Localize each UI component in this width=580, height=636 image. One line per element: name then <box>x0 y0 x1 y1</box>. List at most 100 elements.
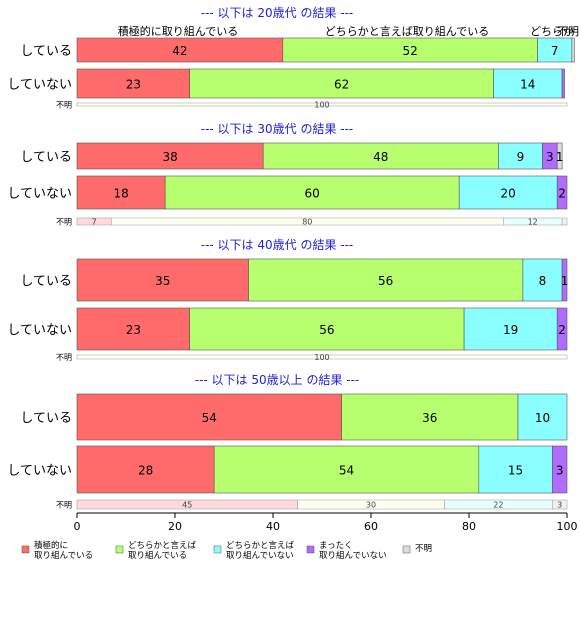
bar-segment <box>561 68 565 99</box>
data-label: 56 <box>378 274 393 288</box>
legend-swatch <box>306 545 315 554</box>
bar-segment <box>517 393 568 441</box>
bar-segment <box>189 307 465 351</box>
data-label: 9 <box>517 150 525 164</box>
x-tick-label: 80 <box>462 520 476 533</box>
data-label: 7 <box>551 44 559 58</box>
row-label: している <box>20 44 72 59</box>
data-label: 56 <box>319 323 334 337</box>
top-category-label-3: 不明 <box>557 25 579 38</box>
x-tick-label: 100 <box>557 520 578 533</box>
data-label: 2 <box>558 323 566 337</box>
data-label: 42 <box>172 44 187 58</box>
unknown-data-label: 45 <box>182 501 192 510</box>
bar-segment <box>493 68 563 99</box>
x-tick-label: 0 <box>74 520 81 533</box>
data-label: 60 <box>305 187 320 201</box>
bar-segment <box>571 37 575 63</box>
legend-swatch <box>21 545 30 554</box>
data-label: 54 <box>202 411 217 425</box>
data-label: 2 <box>558 187 566 201</box>
data-label: 48 <box>373 150 388 164</box>
row-label: していない <box>7 464 72 479</box>
unknown-data-label: 3 <box>557 501 562 510</box>
bar-segment <box>478 445 553 494</box>
row-label: している <box>20 411 72 426</box>
unknown-data-label: 7 <box>92 218 97 227</box>
unknown-bar-segment <box>76 102 568 107</box>
data-label: 23 <box>126 323 141 337</box>
row-label: していない <box>7 323 72 338</box>
data-label: 10 <box>535 411 550 425</box>
legend-swatch <box>213 545 222 554</box>
bar-segment <box>282 37 538 63</box>
data-label: 52 <box>403 44 418 58</box>
bar-segment <box>556 175 568 210</box>
unknown-row-label: 不明 <box>56 353 72 362</box>
unknown-data-label: 12 <box>528 218 538 227</box>
data-label: 8 <box>539 274 547 288</box>
legend-swatch <box>402 545 411 554</box>
row-label: している <box>20 274 72 289</box>
top-category-label-2: どちらか <box>530 25 574 38</box>
unknown-bar-segment <box>561 217 568 226</box>
data-label: 3 <box>546 150 554 164</box>
data-label: 1 <box>556 150 564 164</box>
legend-label: まったく取り組んでいない <box>319 541 387 561</box>
bar-segment <box>76 445 215 494</box>
data-label: 23 <box>126 78 141 92</box>
unknown-data-label: 22 <box>493 501 503 510</box>
bar-segment <box>556 307 568 351</box>
bar-segment <box>458 175 558 210</box>
x-tick-label: 40 <box>266 520 280 533</box>
data-label: 54 <box>339 464 354 478</box>
data-label: 3 <box>556 464 564 478</box>
unknown-data-label: 100 <box>314 353 329 362</box>
unknown-data-label: 30 <box>366 501 376 510</box>
bar-segment <box>556 142 563 170</box>
data-label: 28 <box>138 464 153 478</box>
data-label: 38 <box>162 150 177 164</box>
unknown-row-label: 不明 <box>56 501 72 510</box>
legend-label: 積極的に取り組んでいる <box>34 540 93 561</box>
unknown-row-label: 不明 <box>56 101 72 110</box>
legend-label: どちらかと言えば取り組んでいない <box>226 540 295 561</box>
group-title-2: --- 以下は 40歳代 の結果 --- <box>201 238 354 252</box>
x-tick-label: 60 <box>364 520 378 533</box>
unknown-bar-segment <box>552 499 568 510</box>
group-title-1: --- 以下は 30歳代 の結果 --- <box>201 122 354 136</box>
row-label: していない <box>7 187 72 202</box>
unknown-data-label: 100 <box>314 101 329 110</box>
data-label: 15 <box>508 464 523 478</box>
top-category-label-0: 積極的に取り組んでいる <box>118 24 238 38</box>
data-label: 20 <box>501 187 516 201</box>
x-tick-label: 20 <box>168 520 182 533</box>
bar-segment <box>561 258 568 302</box>
unknown-row-label: 不明 <box>56 218 72 227</box>
bar-segment <box>522 258 563 302</box>
data-label: 14 <box>520 78 535 92</box>
group-title-0: --- 以下は 20歳代 の結果 --- <box>201 6 354 20</box>
bar-segment <box>551 445 568 494</box>
bar-segment <box>76 393 342 441</box>
data-label: 35 <box>155 274 170 288</box>
data-label: 18 <box>113 187 128 201</box>
bar-segment <box>76 142 264 170</box>
unknown-bar-segment <box>76 354 568 360</box>
bar-segment <box>213 445 480 494</box>
data-label: 62 <box>334 78 349 92</box>
bar-segment <box>498 142 543 170</box>
bar-segment <box>189 68 494 99</box>
group-title-3: --- 以下は 50歳以上 の結果 --- <box>195 373 360 387</box>
legend-label: 不明 <box>415 544 432 554</box>
bar-segment <box>341 393 519 441</box>
data-label: 36 <box>422 411 437 425</box>
data-label: 1 <box>561 274 569 288</box>
bar-segment <box>76 307 190 351</box>
row-label: している <box>20 150 72 165</box>
top-category-label-1: どちらかと言えば取り組んでいる <box>325 25 489 38</box>
unknown-data-label: 80 <box>302 218 312 227</box>
bar-segment <box>262 142 499 170</box>
